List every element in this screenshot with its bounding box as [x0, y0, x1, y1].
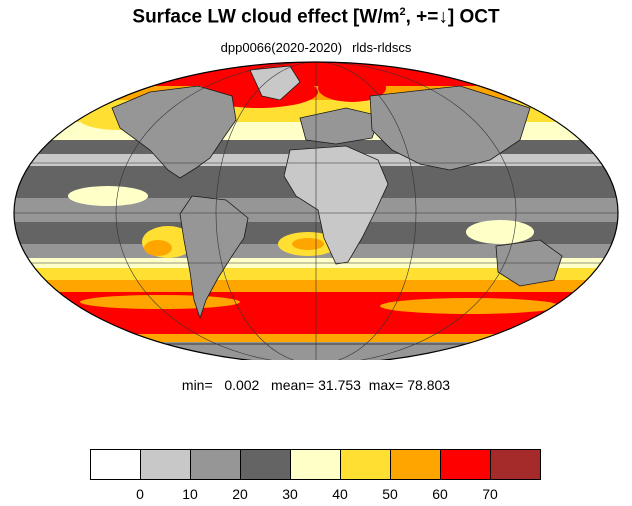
colorbar — [90, 449, 541, 480]
colorbar-tick-label: 50 — [382, 486, 398, 502]
colorbar-tick-label: 20 — [232, 486, 248, 502]
africa — [283, 145, 389, 265]
colorbar-tick-label: 70 — [482, 486, 498, 502]
colorbar-box — [290, 449, 341, 480]
colorbar-box — [190, 449, 241, 480]
antarctica — [79, 343, 561, 360]
north-america — [111, 85, 237, 179]
map-subtitle: dpp0066(2020-2020) rlds-rldscs — [0, 40, 632, 55]
colorbar-box — [90, 449, 141, 480]
colorbar-box — [240, 449, 291, 480]
colorbar-box — [390, 449, 441, 480]
europe — [299, 107, 381, 145]
colorbar-box — [490, 449, 541, 480]
colorbar-tick-label: 30 — [282, 486, 298, 502]
colorbar-tick-label: 40 — [332, 486, 348, 502]
south-america — [179, 195, 249, 320]
map-outline — [13, 61, 619, 360]
colorbar-box — [340, 449, 391, 480]
colorbar-box — [140, 449, 191, 480]
colorbar-box — [440, 449, 491, 480]
asia — [369, 85, 531, 171]
colorbar-tick-label: 0 — [136, 486, 144, 502]
map-title: Surface LW cloud effect [W/m2, +=↓] OCT — [132, 6, 500, 28]
greenland — [249, 65, 301, 101]
variable-label: rlds-rldscs — [352, 40, 412, 55]
run-label: dpp0066(2020-2020) — [220, 40, 343, 55]
colorbar-tick-label: 60 — [432, 486, 448, 502]
graticule — [14, 62, 618, 360]
colorbar-tick-label: 10 — [182, 486, 198, 502]
world-map — [13, 61, 619, 360]
map-statistics: min= 0.002 mean= 31.753 max= 78.803 — [181, 377, 451, 393]
